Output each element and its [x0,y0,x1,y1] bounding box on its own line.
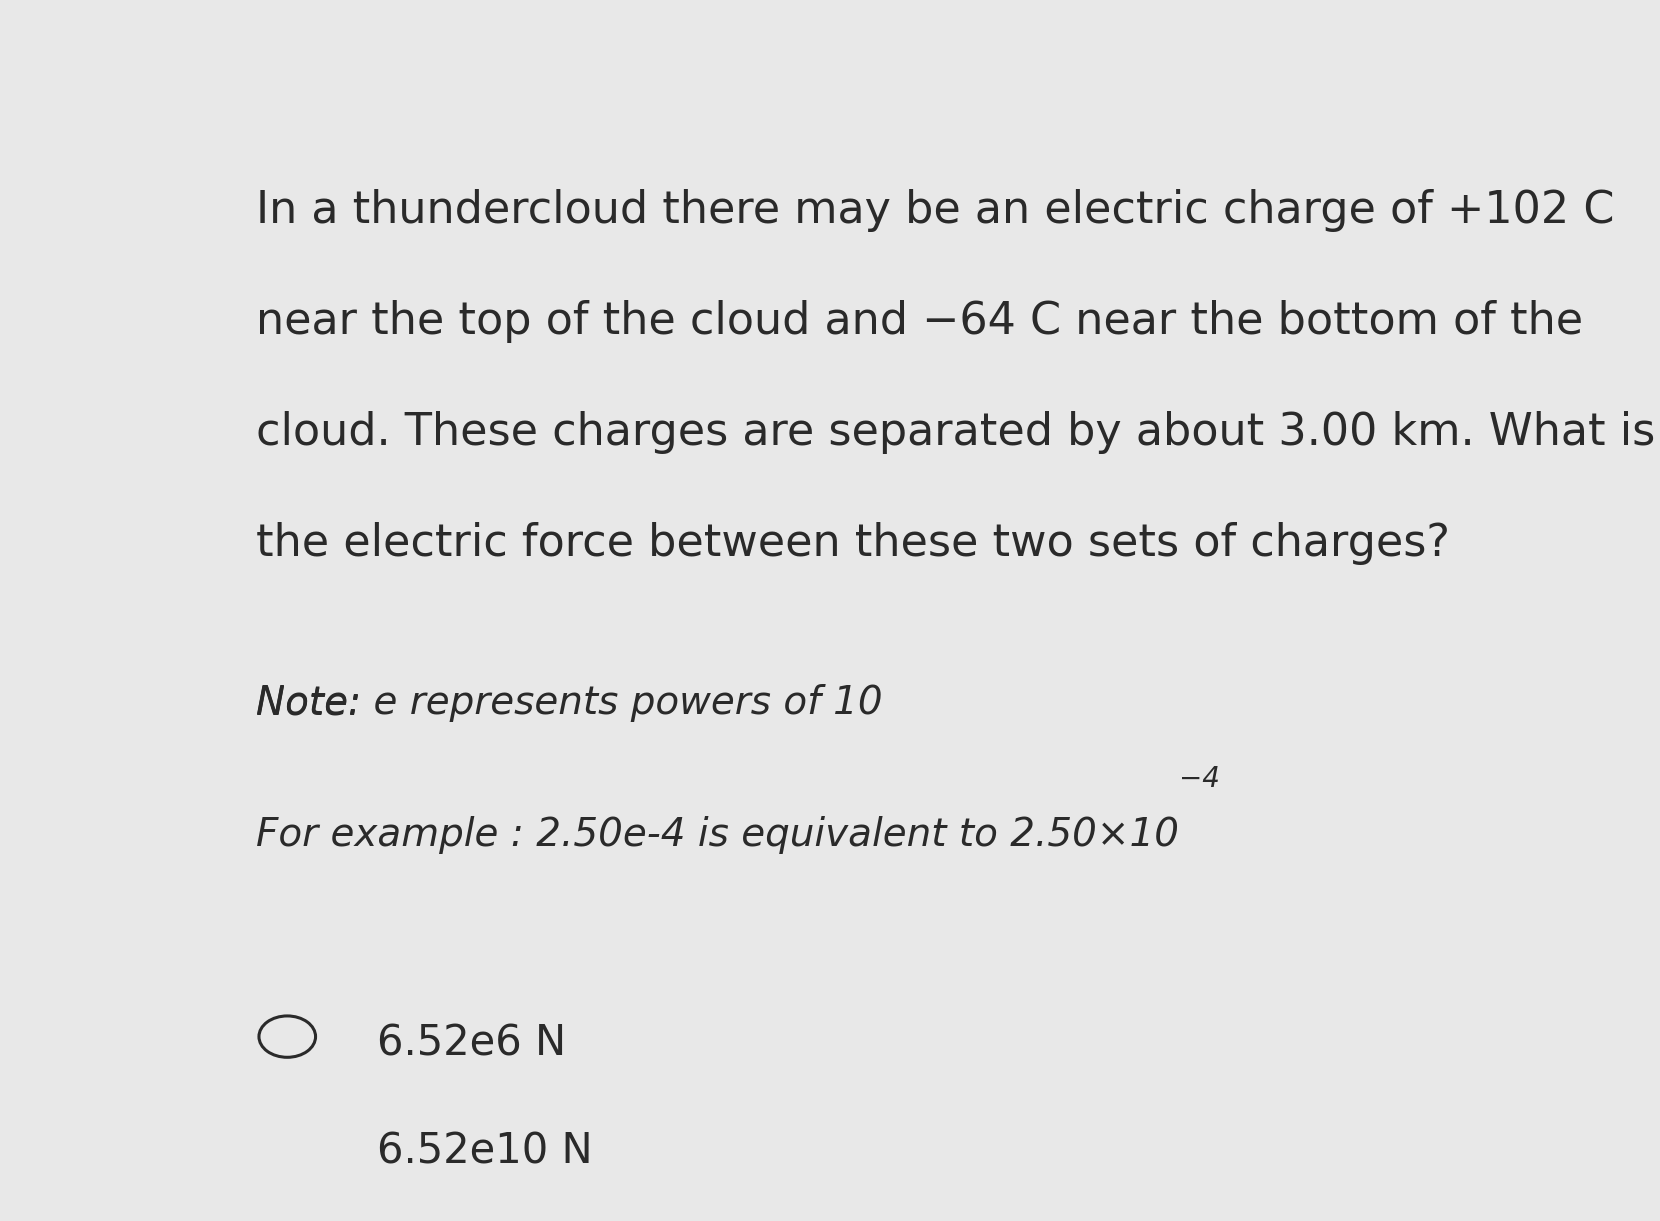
Text: In a thundercloud there may be an electric charge of +102 C: In a thundercloud there may be an electr… [256,189,1615,232]
Text: Note:: Note: [256,684,374,723]
Text: 6.52e6 N: 6.52e6 N [377,1023,566,1065]
Text: cloud. These charges are separated by about 3.00 km. What is: cloud. These charges are separated by ab… [256,410,1655,454]
Text: For example : 2.50e-4 is equivalent to 2.50×10: For example : 2.50e-4 is equivalent to 2… [256,816,1179,853]
Text: 6.52e10 N: 6.52e10 N [377,1131,593,1173]
Text: Note: e: Note: e [256,684,417,723]
Text: −4: −4 [1179,766,1220,794]
Text: For example : 2.50e-4 is equivalent to 2.50×10: For example : 2.50e-4 is equivalent to 2… [256,816,1179,853]
Text: Note: e represents powers of 10: Note: e represents powers of 10 [256,684,883,723]
Text: near the top of the cloud and −64 C near the bottom of the: near the top of the cloud and −64 C near… [256,300,1584,343]
Text: the electric force between these two sets of charges?: the electric force between these two set… [256,521,1451,564]
